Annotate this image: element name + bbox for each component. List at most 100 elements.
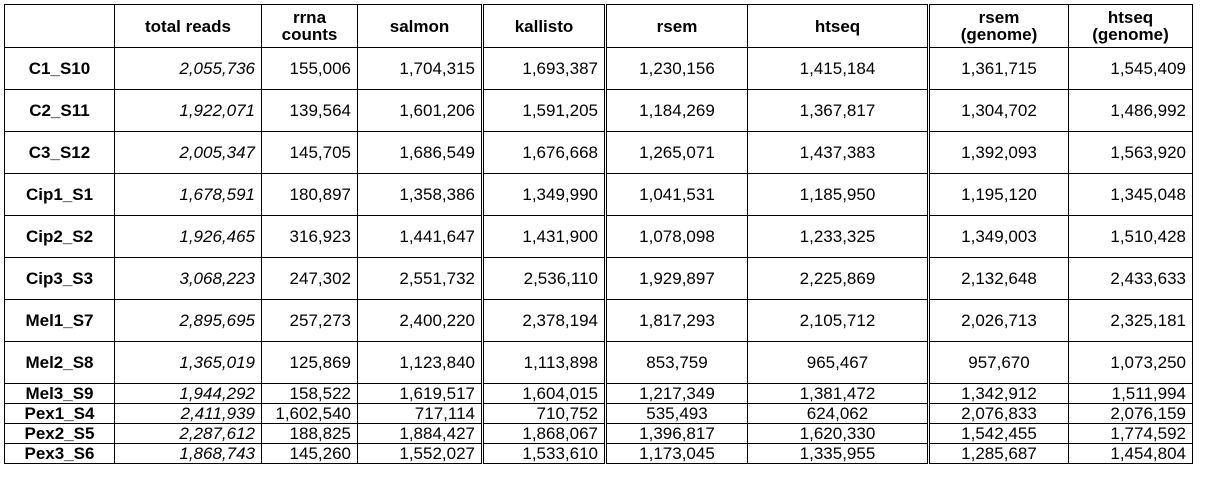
kallisto-cell: 710,752	[481, 403, 606, 424]
kallisto-cell: 1,113,898	[481, 341, 606, 384]
htseq-cell: 1,185,950	[747, 173, 929, 216]
htseq-cell: 1,415,184	[747, 47, 929, 90]
rsem-genome-cell: 1,361,715	[927, 47, 1069, 90]
table-row: Pex1_S4 2,411,939 1,602,540 717,114 710,752 5…	[4, 403, 1193, 424]
rrna-counts-cell: 316,923	[261, 215, 358, 258]
rrna-counts-cell: 139,564	[261, 89, 358, 132]
salmon-cell: 2,400,220	[357, 299, 483, 342]
header-cell-kallisto: kallisto	[481, 4, 606, 48]
rrna-counts-cell: 145,260	[261, 443, 358, 464]
sample-cell: Pex2_S5	[4, 423, 115, 444]
htseq-genome-cell: 2,433,633	[1068, 257, 1193, 300]
rsem-genome-cell: 1,542,455	[927, 423, 1069, 444]
htseq-genome-cell: 1,345,048	[1068, 173, 1193, 216]
sample-cell: Mel1_S7	[4, 299, 115, 342]
rsem-cell: 1,396,817	[604, 423, 748, 444]
kallisto-cell: 1,604,015	[481, 383, 606, 404]
rrna-counts-cell: 247,302	[261, 257, 358, 300]
kallisto-cell: 1,693,387	[481, 47, 606, 90]
salmon-cell: 1,884,427	[357, 423, 483, 444]
kallisto-cell: 1,868,067	[481, 423, 606, 444]
read-counts-table: total reads rrna counts salmon kallisto r…	[4, 4, 1193, 464]
rsem-cell: 1,041,531	[604, 173, 748, 216]
salmon-cell: 1,441,647	[357, 215, 483, 258]
salmon-cell: 1,704,315	[357, 47, 483, 90]
sample-cell: C1_S10	[4, 47, 115, 90]
total-reads-cell: 2,055,736	[114, 47, 262, 90]
rsem-genome-cell: 1,304,702	[927, 89, 1069, 132]
table-row: Pex2_S5 2,287,612 188,825 1,884,427 1,868,06…	[4, 423, 1193, 444]
htseq-genome-cell: 1,511,994	[1068, 383, 1193, 404]
total-reads-cell: 3,068,223	[114, 257, 262, 300]
total-reads-cell: 1,926,465	[114, 215, 262, 258]
rsem-genome-cell: 1,342,912	[927, 383, 1069, 404]
header-cell-rsem: rsem	[604, 4, 748, 48]
rsem-cell: 1,929,897	[604, 257, 748, 300]
rsem-cell: 853,759	[604, 341, 748, 384]
header-row: total reads rrna counts salmon kallisto r…	[4, 4, 1193, 48]
htseq-genome-cell: 1,073,250	[1068, 341, 1193, 384]
htseq-genome-cell: 2,076,159	[1068, 403, 1193, 424]
salmon-cell: 2,551,732	[357, 257, 483, 300]
rsem-cell: 1,265,071	[604, 131, 748, 174]
total-reads-cell: 2,411,939	[114, 403, 262, 424]
kallisto-cell: 1,431,900	[481, 215, 606, 258]
rsem-cell: 1,230,156	[604, 47, 748, 90]
htseq-genome-cell: 1,510,428	[1068, 215, 1193, 258]
rsem-cell: 535,493	[604, 403, 748, 424]
htseq-cell: 1,437,383	[747, 131, 929, 174]
rsem-cell: 1,217,349	[604, 383, 748, 404]
total-reads-cell: 1,922,071	[114, 89, 262, 132]
kallisto-cell: 2,378,194	[481, 299, 606, 342]
rrna-counts-cell: 125,869	[261, 341, 358, 384]
sample-cell: Cip2_S2	[4, 215, 115, 258]
table-row: Cip2_S2 1,926,465 316,923 1,441,647 1,431,90…	[4, 215, 1193, 258]
kallisto-cell: 1,533,610	[481, 443, 606, 464]
htseq-genome-cell: 1,545,409	[1068, 47, 1193, 90]
sample-cell: Pex1_S4	[4, 403, 115, 424]
htseq-cell: 624,062	[747, 403, 929, 424]
htseq-cell: 1,367,817	[747, 89, 929, 132]
rrna-counts-cell: 180,897	[261, 173, 358, 216]
total-reads-cell: 1,944,292	[114, 383, 262, 404]
sample-cell: C3_S12	[4, 131, 115, 174]
rsem-genome-cell: 1,195,120	[927, 173, 1069, 216]
header-cell-htseq: htseq	[747, 4, 929, 48]
rsem-genome-cell: 2,132,648	[927, 257, 1069, 300]
table-row: Mel1_S7 2,895,695 257,273 2,400,220 2,378,19…	[4, 299, 1193, 342]
kallisto-cell: 1,676,668	[481, 131, 606, 174]
rrna-counts-cell: 145,705	[261, 131, 358, 174]
header-cell-htseq-genome: htseq (genome)	[1068, 4, 1193, 48]
table-row: C3_S12 2,005,347 145,705 1,686,549 1,676,668…	[4, 131, 1193, 174]
sample-cell: C2_S11	[4, 89, 115, 132]
htseq-genome-cell: 1,774,592	[1068, 423, 1193, 444]
rsem-genome-cell: 2,026,713	[927, 299, 1069, 342]
htseq-cell: 2,105,712	[747, 299, 929, 342]
table-row: C1_S10 2,055,736 155,006 1,704,315 1,693,387…	[4, 47, 1193, 90]
kallisto-cell: 1,591,205	[481, 89, 606, 132]
htseq-cell: 1,620,330	[747, 423, 929, 444]
table-body: C1_S10 2,055,736 155,006 1,704,315 1,693,387…	[4, 47, 1193, 464]
rsem-genome-cell: 1,392,093	[927, 131, 1069, 174]
salmon-cell: 1,619,517	[357, 383, 483, 404]
sample-cell: Mel2_S8	[4, 341, 115, 384]
salmon-cell: 717,114	[357, 403, 483, 424]
rsem-cell: 1,184,269	[604, 89, 748, 132]
sample-cell: Pex3_S6	[4, 443, 115, 464]
htseq-cell: 1,381,472	[747, 383, 929, 404]
total-reads-cell: 2,005,347	[114, 131, 262, 174]
table-row: Mel3_S9 1,944,292 158,522 1,619,517 1,604,01…	[4, 383, 1193, 404]
rrna-counts-cell: 188,825	[261, 423, 358, 444]
rrna-counts-cell: 158,522	[261, 383, 358, 404]
rsem-genome-cell: 1,285,687	[927, 443, 1069, 464]
total-reads-cell: 1,678,591	[114, 173, 262, 216]
header-cell-salmon: salmon	[357, 4, 483, 48]
rsem-cell: 1,078,098	[604, 215, 748, 258]
header-cell-total-reads: total reads	[114, 4, 262, 48]
sample-cell: Mel3_S9	[4, 383, 115, 404]
rrna-counts-cell: 155,006	[261, 47, 358, 90]
rsem-cell: 1,173,045	[604, 443, 748, 464]
htseq-genome-cell: 1,563,920	[1068, 131, 1193, 174]
table-row: Cip3_S3 3,068,223 247,302 2,551,732 2,536,11…	[4, 257, 1193, 300]
rsem-genome-cell: 1,349,003	[927, 215, 1069, 258]
